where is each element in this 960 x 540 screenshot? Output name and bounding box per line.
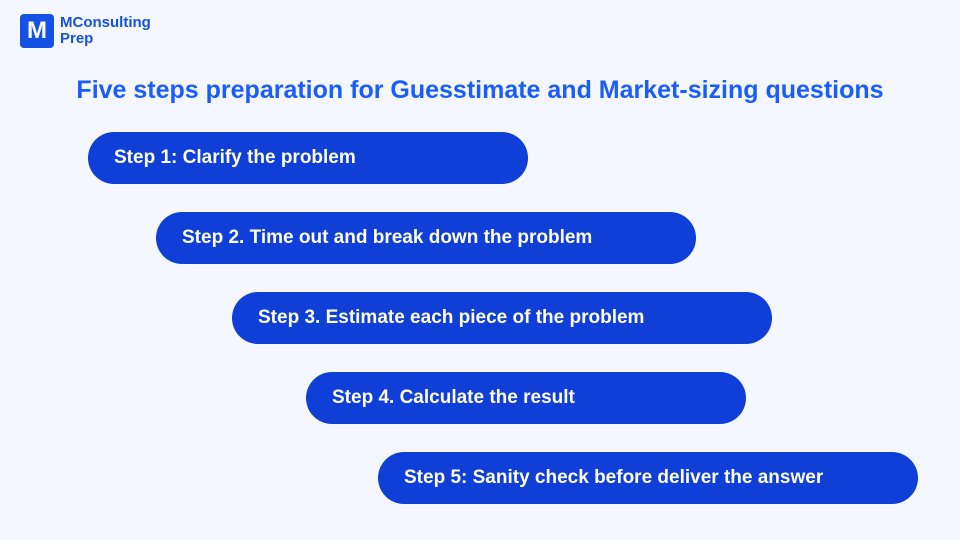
step-pill-1: Step 1: Clarify the problem (88, 132, 528, 184)
page-title: Five steps preparation for Guesstimate a… (0, 76, 960, 105)
brand-logo: M MConsulting Prep (20, 14, 151, 48)
step-pill-4: Step 4. Calculate the result (306, 372, 746, 424)
step-pill-3: Step 3. Estimate each piece of the probl… (232, 292, 772, 344)
logo-text-line1: MConsulting (60, 15, 151, 31)
logo-text: MConsulting Prep (60, 15, 151, 47)
step-pill-5: Step 5: Sanity check before deliver the … (378, 452, 918, 504)
logo-text-line2: Prep (60, 31, 151, 47)
logo-mark: M (20, 14, 54, 48)
step-pill-2: Step 2. Time out and break down the prob… (156, 212, 696, 264)
